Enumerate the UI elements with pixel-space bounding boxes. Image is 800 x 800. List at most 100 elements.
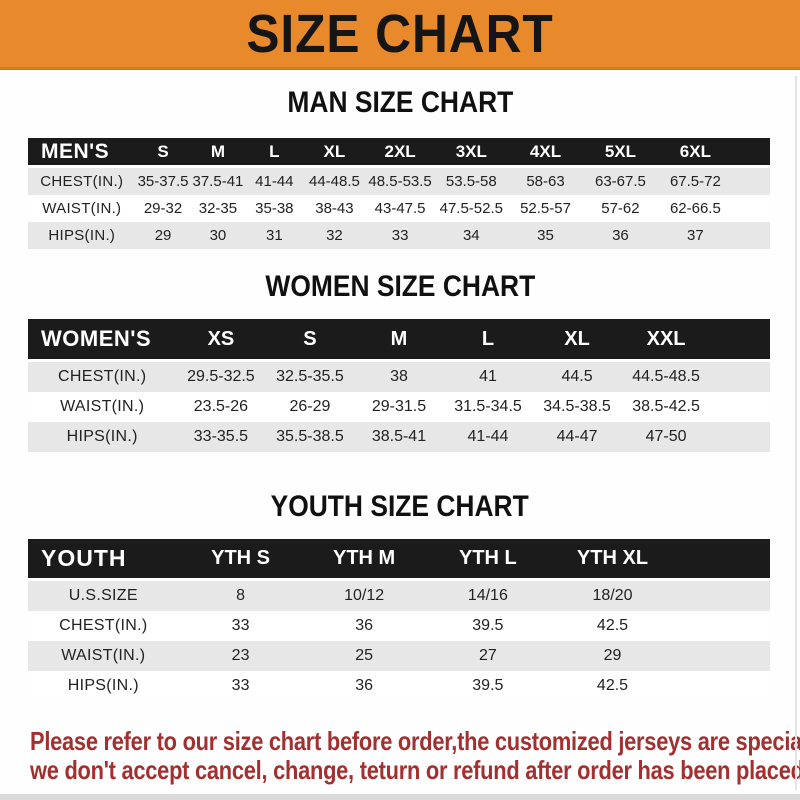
filler-cell (675, 611, 770, 641)
value-cell: 18/20 (549, 581, 675, 611)
value-cell: 27 (425, 641, 550, 671)
value-cell: 44-48.5 (303, 168, 366, 195)
column-header-cell: S (135, 138, 191, 168)
size-table-men: MEN'S S M L XL 2XL 3XL 4XL 5XL 6XL CHEST(IN.) 35-37… (28, 138, 770, 249)
column-header-cell: YTH L (425, 539, 550, 581)
table-row: WAIST(IN.) 23.5-26 26-29 29-31.5 31.5-34.5 34… (28, 392, 770, 422)
value-cell: 39.5 (425, 671, 550, 701)
table-row: HIPS(IN.) 33 36 39.5 42.5 (28, 671, 770, 701)
value-cell: 36 (582, 222, 658, 249)
value-cell: 42.5 (549, 611, 675, 641)
value-cell: 33 (365, 222, 435, 249)
value-cell: 35 (508, 222, 583, 249)
filler-cell (675, 581, 770, 611)
value-cell: 35.5-38.5 (265, 422, 355, 452)
value-cell: 37.5-41 (190, 168, 246, 195)
column-header-cell: L (443, 319, 533, 362)
value-cell: 14/16 (425, 581, 550, 611)
value-cell: 38 (354, 362, 444, 392)
value-cell: 41-44 (443, 422, 533, 452)
value-cell: 34.5-38.5 (532, 392, 622, 422)
heading-men: MAN SIZE CHART (0, 85, 800, 121)
disclaimer-text: Please refer to our size chart before or… (0, 727, 800, 785)
value-cell: 52.5-57 (508, 195, 583, 222)
value-cell: 57-62 (582, 195, 658, 222)
heading-youth: YOUTH SIZE CHART (0, 489, 800, 525)
heading-text: YOUTH SIZE CHART (270, 490, 530, 523)
table-row: WAIST(IN.) 23 25 27 29 (28, 641, 770, 671)
row-label-cell: WAIST(IN.) (28, 195, 136, 222)
value-cell: 47.5-52.5 (434, 195, 509, 222)
value-cell: 33 (178, 611, 303, 641)
table-row: HIPS(IN.) 29 30 31 32 33 34 35 36 37 (28, 222, 770, 249)
value-cell: 29 (135, 222, 191, 249)
size-tables-container: MAN SIZE CHART MEN'S S M L XL 2XL 3XL 4XL 5XL 6XL C… (0, 85, 800, 701)
section-youth: YOUTH SIZE CHART YOUTH YTH S YTH M YTH L YTH … (0, 489, 800, 701)
value-cell: 63-67.5 (582, 168, 658, 195)
value-cell: 43-47.5 (365, 195, 435, 222)
row-label-cell: U.S.SIZE (28, 581, 179, 611)
column-header-cell: XL (303, 138, 366, 168)
value-cell: 32-35 (190, 195, 246, 222)
size-table-youth: YOUTH YTH S YTH M YTH L YTH XL U.S.SIZE 8 10/12… (28, 539, 770, 701)
value-cell: 23.5-26 (176, 392, 266, 422)
row-label-cell: WAIST(IN.) (28, 641, 179, 671)
column-header-cell: YTH M (302, 539, 426, 581)
section-women: WOMEN SIZE CHART WOMEN'S XS S M L XL XXL CHEST(I… (0, 269, 800, 452)
value-cell: 31 (245, 222, 304, 249)
value-cell: 37 (657, 222, 733, 249)
disclaimer-line-2: we don't accept cancel, change, teturn o… (30, 755, 800, 785)
row-label-cell: WAIST(IN.) (28, 392, 177, 422)
column-header-cell: M (354, 319, 444, 362)
table-header-label: YOUTH (28, 539, 179, 581)
column-header-cell: 6XL (657, 138, 733, 168)
column-header-cell: XXL (621, 319, 711, 362)
value-cell: 67.5-72 (657, 168, 733, 195)
banner-title: SIZE CHART (246, 3, 554, 64)
value-cell: 38-43 (303, 195, 366, 222)
heading-women: WOMEN SIZE CHART (0, 269, 800, 305)
filler-cell (675, 671, 770, 701)
row-label-cell: HIPS(IN.) (28, 422, 177, 452)
filler-header-cell (710, 319, 770, 362)
column-header-cell: XL (532, 319, 622, 362)
row-label-cell: CHEST(IN.) (28, 362, 177, 392)
filler-cell (732, 222, 770, 249)
column-header-cell: 3XL (434, 138, 509, 168)
value-cell: 29.5-32.5 (176, 362, 266, 392)
table-header-label: MEN'S (28, 138, 136, 168)
filler-header-cell (675, 539, 770, 581)
table-row: CHEST(IN.) 33 36 39.5 42.5 (28, 611, 770, 641)
value-cell: 36 (302, 671, 426, 701)
column-header-cell: 4XL (508, 138, 583, 168)
value-cell: 47-50 (621, 422, 711, 452)
section-men: MAN SIZE CHART MEN'S S M L XL 2XL 3XL 4XL 5XL 6XL C… (0, 85, 800, 249)
value-cell: 39.5 (425, 611, 550, 641)
table-row: U.S.SIZE 8 10/12 14/16 18/20 (28, 581, 770, 611)
bottom-edge-strip (0, 794, 800, 800)
disclaimer-line-1: Please refer to our size chart before or… (30, 726, 800, 756)
value-cell: 38.5-41 (354, 422, 444, 452)
row-label-cell: CHEST(IN.) (28, 611, 179, 641)
column-header-cell: S (265, 319, 355, 362)
size-chart-banner: SIZE CHART (0, 0, 800, 70)
filler-cell (710, 392, 770, 422)
table-row: HIPS(IN.) 33-35.5 35.5-38.5 38.5-41 41-44 44-… (28, 422, 770, 452)
column-header-cell: 2XL (365, 138, 435, 168)
value-cell: 31.5-34.5 (443, 392, 533, 422)
value-cell: 44.5 (532, 362, 622, 392)
value-cell: 35-38 (245, 195, 304, 222)
filler-cell (732, 168, 770, 195)
value-cell: 34 (434, 222, 509, 249)
size-table-women: WOMEN'S XS S M L XL XXL CHEST(IN.) 29.5-32.5 32.5… (28, 319, 770, 452)
value-cell: 53.5-58 (434, 168, 509, 195)
value-cell: 42.5 (549, 671, 675, 701)
value-cell: 29-32 (135, 195, 191, 222)
value-cell: 29-31.5 (354, 392, 444, 422)
value-cell: 26-29 (265, 392, 355, 422)
table-row: CHEST(IN.) 29.5-32.5 32.5-35.5 38 41 44.5 44.5… (28, 362, 770, 392)
right-edge-line (795, 76, 797, 790)
filler-cell (710, 362, 770, 392)
value-cell: 25 (302, 641, 426, 671)
value-cell: 29 (549, 641, 675, 671)
